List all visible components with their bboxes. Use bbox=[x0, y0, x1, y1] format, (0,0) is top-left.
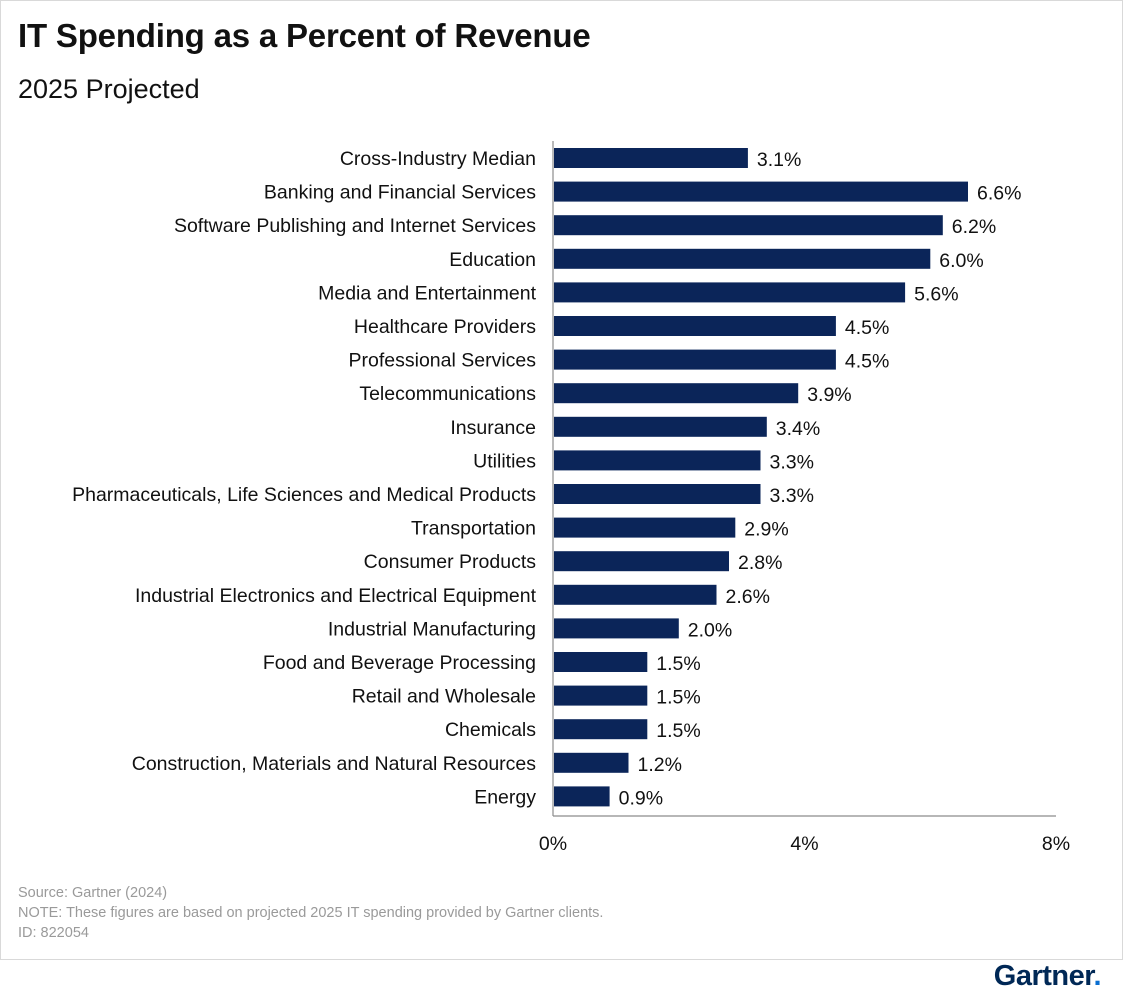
category-label: Food and Beverage Processing bbox=[263, 652, 536, 674]
bar bbox=[554, 584, 717, 605]
logo-text: Gartner bbox=[993, 960, 1094, 992]
data-label: 3.1% bbox=[757, 149, 801, 171]
bar bbox=[554, 517, 736, 538]
bar bbox=[554, 383, 799, 404]
chart-id: ID: 822054 bbox=[18, 925, 89, 941]
chart-subtitle: 2025 Projected bbox=[18, 74, 200, 104]
bar bbox=[554, 248, 931, 269]
bar bbox=[554, 484, 761, 504]
category-label: Telecommunications bbox=[359, 383, 536, 405]
category-label: Construction, Materials and Natural Reso… bbox=[132, 753, 537, 775]
category-label: Energy bbox=[474, 786, 536, 808]
data-label: 6.6% bbox=[977, 183, 1021, 205]
data-label: 1.5% bbox=[656, 720, 700, 742]
data-label: 6.2% bbox=[952, 216, 996, 238]
data-label: 4.5% bbox=[845, 317, 889, 339]
x-tick-label: 8% bbox=[1042, 833, 1070, 855]
bar bbox=[554, 652, 648, 672]
data-label: 2.9% bbox=[744, 519, 788, 541]
method-note: NOTE: These figures are based on project… bbox=[18, 905, 604, 921]
bar-chart: Cross-Industry Median 3.1% Banking and Fin… bbox=[72, 141, 1070, 855]
category-label: Retail and Wholesale bbox=[352, 686, 536, 708]
data-label: 4.5% bbox=[845, 351, 889, 373]
data-label: 1.5% bbox=[656, 653, 700, 675]
category-label: Industrial Electronics and Electrical Eq… bbox=[135, 585, 537, 607]
bar bbox=[554, 685, 648, 706]
logo-dot: . bbox=[1093, 960, 1101, 992]
bar bbox=[554, 450, 761, 471]
x-tick-label: 4% bbox=[790, 833, 818, 855]
category-label: Cross-Industry Median bbox=[340, 148, 536, 170]
chart-footer: Source: Gartner (2024) NOTE: These figur… bbox=[18, 883, 603, 943]
data-label: 3.3% bbox=[770, 451, 814, 473]
bar bbox=[554, 786, 610, 807]
gartner-logo: Gartner. bbox=[993, 960, 1102, 993]
bar bbox=[554, 719, 648, 740]
category-label: Industrial Manufacturing bbox=[328, 618, 536, 640]
data-label: 2.8% bbox=[738, 552, 782, 574]
data-label: 1.2% bbox=[638, 754, 682, 776]
category-label: Utilities bbox=[473, 450, 536, 472]
category-label: Transportation bbox=[411, 518, 536, 540]
bar bbox=[554, 416, 767, 437]
category-label: Professional Services bbox=[349, 350, 537, 372]
data-label: 2.6% bbox=[726, 586, 770, 608]
source-note: Source: Gartner (2024) bbox=[18, 885, 168, 901]
bar bbox=[554, 349, 836, 370]
data-label: 2.0% bbox=[688, 619, 732, 641]
bar bbox=[554, 181, 968, 202]
bar bbox=[554, 215, 943, 236]
data-label: 3.4% bbox=[776, 418, 820, 440]
category-label: Chemicals bbox=[445, 719, 536, 741]
category-label: Insurance bbox=[450, 417, 536, 439]
data-label: 3.3% bbox=[770, 485, 814, 507]
category-label: Healthcare Providers bbox=[354, 316, 536, 338]
category-label: Software Publishing and Internet Service… bbox=[174, 215, 536, 237]
x-tick-label: 0% bbox=[539, 833, 567, 855]
data-label: 3.9% bbox=[807, 384, 851, 406]
bar bbox=[554, 282, 906, 303]
chart-title: IT Spending as a Percent of Revenue bbox=[18, 17, 591, 54]
data-label: 1.5% bbox=[656, 687, 700, 709]
category-label: Pharmaceuticals, Life Sciences and Medic… bbox=[72, 484, 536, 506]
bar bbox=[554, 551, 729, 572]
category-label: Education bbox=[449, 249, 536, 271]
data-label: 6.0% bbox=[939, 250, 983, 272]
data-label: 0.9% bbox=[619, 787, 663, 809]
bar bbox=[554, 316, 836, 336]
bar bbox=[554, 618, 679, 639]
data-label: 5.6% bbox=[914, 283, 958, 305]
category-label: Banking and Financial Services bbox=[264, 182, 536, 204]
bar bbox=[554, 752, 629, 773]
chart-frame: IT Spending as a Percent of Revenue 2025… bbox=[0, 0, 1123, 960]
bar bbox=[554, 148, 748, 168]
category-label: Consumer Products bbox=[364, 551, 537, 573]
category-label: Media and Entertainment bbox=[318, 282, 536, 304]
